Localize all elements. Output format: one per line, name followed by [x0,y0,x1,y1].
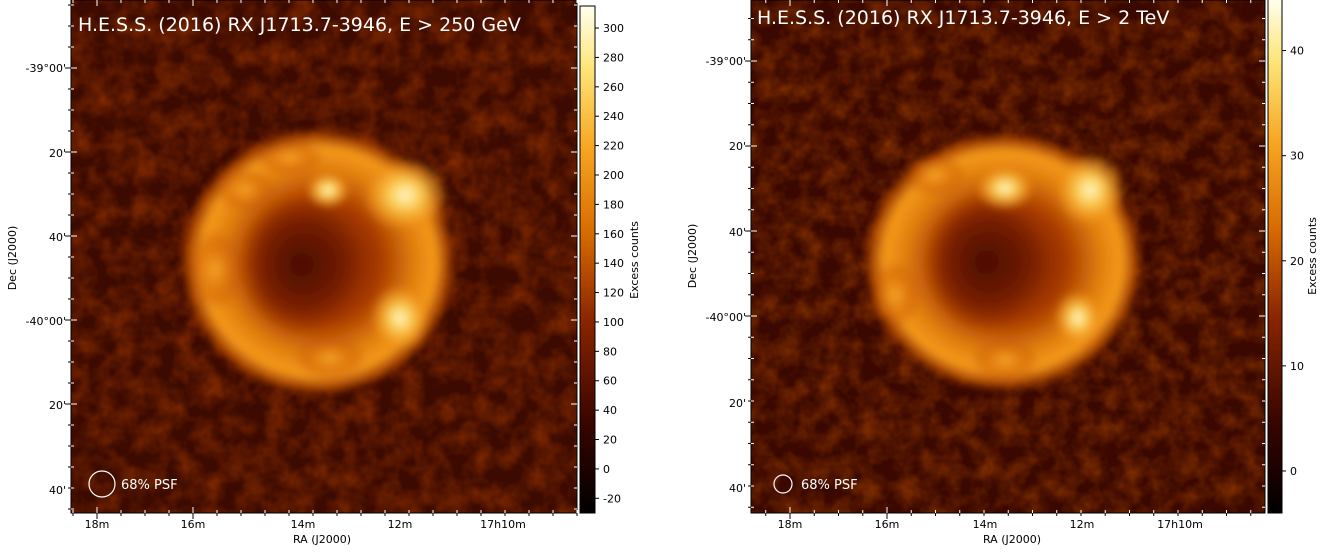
left-panel: 68% PSF H.E.S.S. (2016) RX J1713.7-3946,… [6,0,641,546]
right-colorbar-tick-label: 0 [1290,465,1297,478]
right-colorbar-tick-label: 20 [1290,255,1304,268]
right-colorbar-label: Excess counts [1306,217,1319,295]
left-colorbar-tick-label: 100 [603,316,624,329]
right-colorbar-ticks: 40 30 20 10 0 [1282,45,1304,478]
left-colorbar-tick-label: 120 [603,287,624,300]
right-y-tick-label: 40' [729,482,746,495]
left-colorbar-tick-label: 220 [603,140,624,153]
left-colorbar-tick-label: 240 [603,110,624,123]
left-colorbar [579,5,596,514]
left-colorbar-ticks: 3002802602402202001801601401201008060402… [595,22,624,505]
left-colorbar-tick-label: 200 [603,169,624,182]
right-x-tick-label: 18m [778,518,803,531]
left-colorbar-tick-label: 300 [603,22,624,35]
left-colorbar-tick-label: 80 [603,345,617,358]
right-x-tick-label: 12m [1070,518,1095,531]
left-colorbar-tick-label: 180 [603,198,624,211]
left-x-tick-label: 18m [85,518,110,531]
left-colorbar-tick-label: 60 [603,375,617,388]
right-y-tick-label: 20' [729,397,746,410]
left-y-tick-label: 40' [49,484,66,497]
left-colorbar-tick-label: 40 [603,404,617,417]
left-y-tick-label: -39°00' [26,62,67,75]
left-colorbar-tick-label: 160 [603,228,624,241]
left-x-tick-label: 12m [388,518,413,531]
left-map-title: H.E.S.S. (2016) RX J1713.7-3946, E > 250… [78,14,521,36]
right-colorbar-tick-label: 40 [1290,45,1304,58]
left-psf-circle [88,470,116,498]
left-map: 68% PSF H.E.S.S. (2016) RX J1713.7-3946,… [71,0,577,513]
left-x-tick-label: 14m [291,518,316,531]
left-colorbar-tick-label: 140 [603,257,624,270]
left-y-tick-label: 20' [49,399,66,412]
left-colorbar-tick-label: 0 [603,463,610,476]
right-colorbar-tick-label: 10 [1290,360,1304,373]
left-y-tick-label: 40' [49,231,66,244]
left-y-axis-title: Dec (J2000) [6,226,19,291]
right-x-tick-label: 16m [875,518,900,531]
right-panel: 68% PSF H.E.S.S. (2016) RX J1713.7-3946,… [686,0,1319,546]
left-y-tick-label: 20' [49,147,66,160]
right-map: 68% PSF H.E.S.S. (2016) RX J1713.7-3946,… [751,0,1265,513]
right-x-axis-title: RA (J2000) [983,533,1041,546]
left-x-axis-title: RA (J2000) [293,533,351,546]
left-colorbar-tick-label: 20 [603,434,617,447]
left-colorbar-tick-label: 260 [603,81,624,94]
left-colorbar-label: Excess counts [628,221,641,299]
right-y-axis-title: Dec (J2000) [686,224,699,289]
left-colorbar-tick-label: 280 [603,51,624,64]
left-tick-marks [65,0,578,519]
right-y-tick-label: -39°00' [706,55,747,68]
left-y-tick-label: -40°00' [26,315,67,328]
left-x-tick-label: 17h10m [480,518,526,531]
right-map-title: H.E.S.S. (2016) RX J1713.7-3946, E > 2 T… [757,7,1169,29]
right-psf-label: 68% PSF [801,478,858,493]
right-psf-circle [773,474,793,494]
left-psf-label: 68% PSF [121,478,178,493]
right-x-tick-label: 17h10m [1157,518,1203,531]
right-tick-marks [745,0,1265,519]
right-colorbar-tick-label: 30 [1290,150,1304,163]
right-y-tick-label: 20' [729,140,746,153]
right-y-tick-label: 40' [729,226,746,239]
right-x-tick-label: 14m [973,518,998,531]
right-y-tick-label: -40°00' [706,311,747,324]
left-x-tick-label: 16m [181,518,206,531]
left-colorbar-tick-label: -20 [603,492,621,505]
right-colorbar [1267,0,1283,514]
